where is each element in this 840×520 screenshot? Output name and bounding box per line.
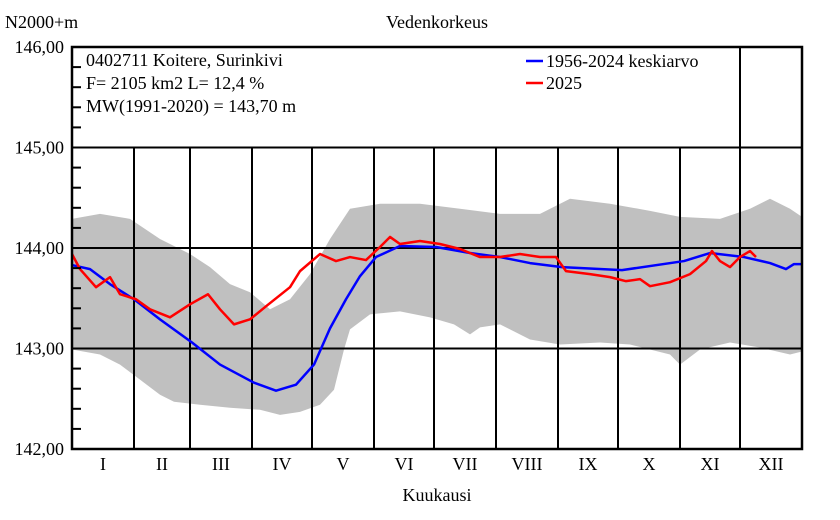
y-tick-label: 144,00 <box>15 238 65 258</box>
y-tick-label: 145,00 <box>15 138 65 158</box>
x-tick-label: II <box>156 454 168 474</box>
x-tick-label: VIII <box>512 454 543 474</box>
y-tick-label: 143,00 <box>15 339 65 359</box>
chart-title: Vedenkorkeus <box>386 12 488 32</box>
y-tick-label: 142,00 <box>15 439 65 459</box>
x-tick-label: VI <box>395 454 414 474</box>
info-station: 0402711 Koitere, Surinkivi <box>86 50 283 70</box>
min-max-band <box>72 198 802 415</box>
y-axis-label: N2000+m <box>5 12 78 32</box>
series-line-2025 <box>70 235 757 326</box>
x-tick-label: X <box>643 454 656 474</box>
x-tick-label: XI <box>701 454 720 474</box>
x-tick-label: XII <box>759 454 784 474</box>
series-line-mean <box>71 244 802 392</box>
legend: 1956-2024 keskiarvo 2025 <box>526 51 698 93</box>
plot-frame <box>70 45 804 451</box>
y-tick-label: 146,00 <box>15 37 65 57</box>
x-tick-label: IX <box>579 454 598 474</box>
x-tick-label: IV <box>273 454 292 474</box>
x-tick-label: VII <box>453 454 478 474</box>
info-area: F= 2105 km2 L= 12,4 % <box>86 73 264 93</box>
x-tick-label: I <box>100 454 106 474</box>
legend-label-mean: 1956-2024 keskiarvo <box>546 51 698 71</box>
x-tick-label: III <box>212 454 230 474</box>
legend-label-current: 2025 <box>546 73 582 93</box>
x-tick-label: V <box>337 454 350 474</box>
info-mw: MW(1991-2020) = 143,70 m <box>86 96 296 117</box>
x-axis-label: Kuukausi <box>403 485 472 505</box>
